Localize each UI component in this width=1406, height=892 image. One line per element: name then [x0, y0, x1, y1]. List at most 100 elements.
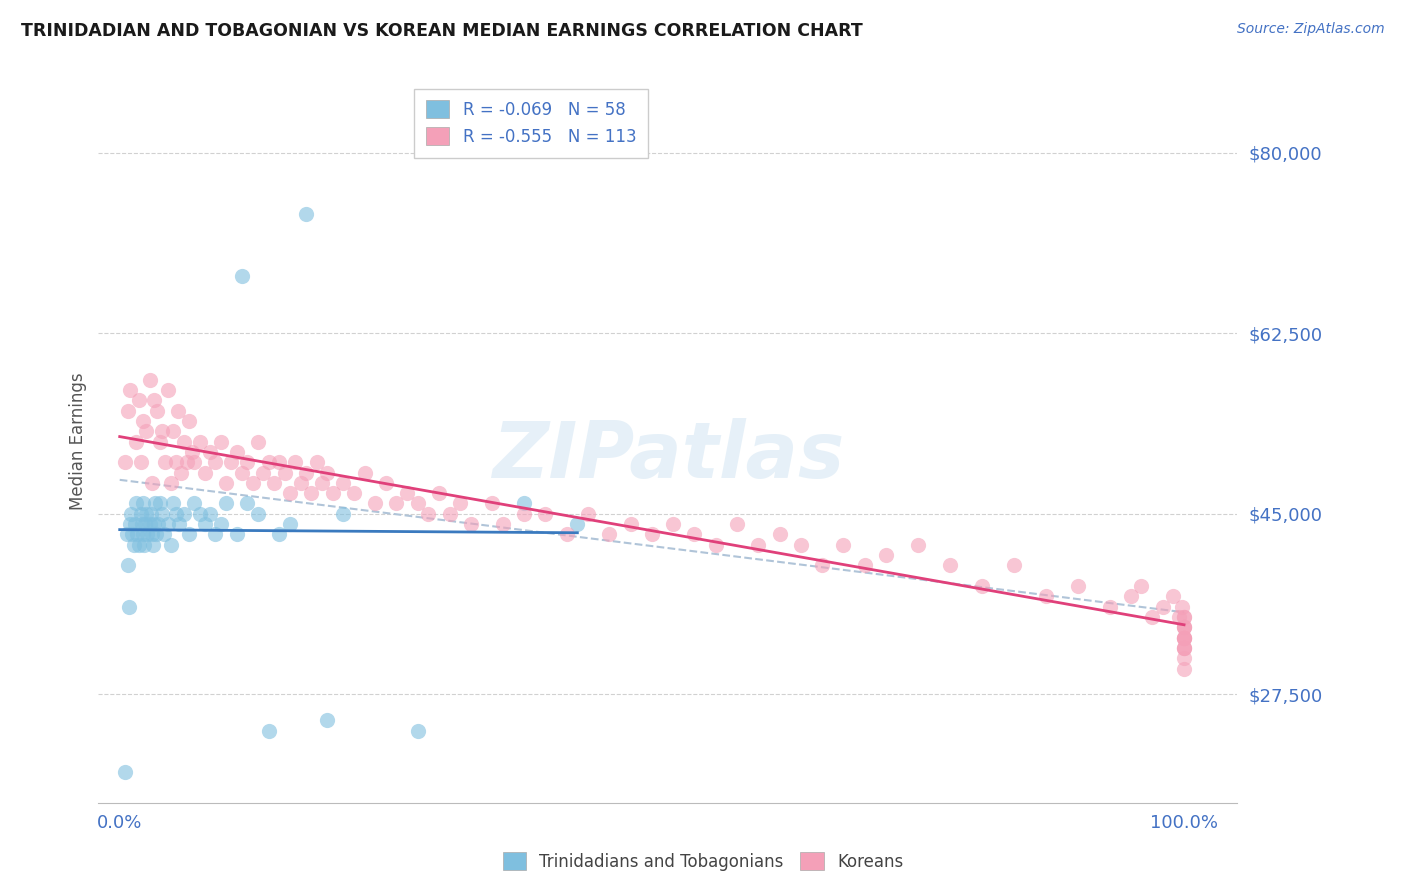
Point — [1173, 620, 1195, 634]
Text: Source: ZipAtlas.com: Source: ZipAtlas.com — [1237, 22, 1385, 37]
Point — [1152, 599, 1174, 614]
Point — [215, 475, 238, 490]
Point — [162, 424, 184, 438]
Point — [343, 486, 366, 500]
Point — [117, 558, 139, 573]
Point — [118, 599, 141, 614]
Point — [811, 558, 834, 573]
Point — [156, 383, 179, 397]
Point — [132, 496, 155, 510]
Point — [418, 507, 440, 521]
Point — [114, 764, 136, 779]
Point — [204, 527, 226, 541]
Point — [513, 507, 536, 521]
Point — [135, 507, 157, 521]
Point — [139, 507, 162, 521]
Point — [683, 527, 706, 541]
Point — [143, 496, 166, 510]
Point — [156, 517, 179, 532]
Point — [176, 455, 198, 469]
Point — [273, 466, 295, 480]
Point — [295, 207, 318, 221]
Point — [117, 403, 139, 417]
Point — [128, 393, 150, 408]
Point — [790, 538, 813, 552]
Point — [970, 579, 993, 593]
Point — [278, 517, 301, 532]
Point — [115, 527, 138, 541]
Legend: R = -0.069   N = 58, R = -0.555   N = 113: R = -0.069 N = 58, R = -0.555 N = 113 — [415, 88, 648, 158]
Point — [1173, 610, 1195, 624]
Point — [170, 466, 193, 480]
Point — [138, 517, 160, 532]
Point — [146, 403, 169, 417]
Point — [145, 527, 167, 541]
Point — [257, 723, 280, 738]
Point — [316, 713, 339, 727]
Point — [142, 393, 165, 408]
Point — [768, 527, 790, 541]
Point — [299, 486, 322, 500]
Point — [121, 527, 143, 541]
Point — [247, 507, 270, 521]
Point — [153, 527, 176, 541]
Point — [131, 517, 153, 532]
Point — [225, 527, 247, 541]
Point — [278, 486, 301, 500]
Point — [567, 517, 589, 532]
Point — [1002, 558, 1025, 573]
Point — [132, 527, 155, 541]
Point — [832, 538, 855, 552]
Point — [513, 496, 536, 510]
Point — [194, 517, 217, 532]
Point — [1130, 579, 1153, 593]
Point — [120, 507, 142, 521]
Point — [907, 538, 929, 552]
Point — [439, 507, 461, 521]
Point — [492, 517, 515, 532]
Point — [231, 466, 253, 480]
Point — [162, 496, 184, 510]
Point — [460, 517, 482, 532]
Point — [183, 496, 205, 510]
Point — [1173, 640, 1195, 655]
Point — [322, 486, 344, 500]
Point — [311, 475, 333, 490]
Point — [1098, 599, 1121, 614]
Point — [128, 538, 150, 552]
Point — [209, 517, 232, 532]
Point — [1066, 579, 1088, 593]
Point — [257, 455, 280, 469]
Point — [1173, 620, 1195, 634]
Point — [481, 496, 503, 510]
Point — [1173, 640, 1195, 655]
Point — [332, 475, 354, 490]
Point — [406, 723, 429, 738]
Point — [134, 517, 156, 532]
Point — [221, 455, 243, 469]
Point — [124, 517, 146, 532]
Point — [169, 517, 191, 532]
Point — [353, 466, 375, 480]
Point — [316, 466, 339, 480]
Point — [875, 548, 897, 562]
Point — [225, 445, 247, 459]
Point — [747, 538, 769, 552]
Point — [374, 475, 396, 490]
Point — [141, 527, 163, 541]
Point — [290, 475, 312, 490]
Legend: Trinidadians and Tobagonians, Koreans: Trinidadians and Tobagonians, Koreans — [495, 844, 911, 880]
Point — [209, 434, 232, 449]
Point — [135, 424, 157, 438]
Point — [939, 558, 962, 573]
Point — [242, 475, 264, 490]
Point — [555, 527, 578, 541]
Point — [1173, 631, 1195, 645]
Point — [641, 527, 664, 541]
Point — [662, 517, 685, 532]
Point — [427, 486, 450, 500]
Point — [188, 434, 211, 449]
Point — [1140, 610, 1163, 624]
Point — [149, 496, 172, 510]
Point — [215, 496, 238, 510]
